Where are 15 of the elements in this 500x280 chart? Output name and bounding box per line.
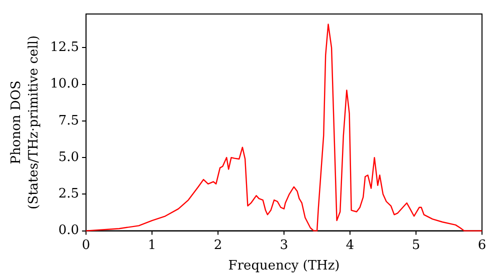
x-tick-label: 2 [214, 238, 222, 253]
x-axis-title: Frequency (THz) [228, 258, 340, 274]
x-tick-label: 1 [148, 238, 156, 253]
y-tick-label: 12.5 [50, 40, 80, 56]
x-tick-label: 0 [82, 238, 90, 253]
y-tick-label: 5.0 [58, 150, 80, 165]
x-tick-label: 5 [412, 238, 420, 253]
x-tick-label: 6 [478, 238, 486, 253]
x-tick-label: 4 [346, 238, 354, 253]
y-axis-title: Phonon DOS (States/THz·primitive cell) [9, 35, 42, 210]
y-tick-label: 7.5 [58, 113, 80, 128]
x-tick-label: 3 [280, 238, 288, 253]
y-tick-label: 10.0 [50, 76, 80, 92]
y-tick-label: 0.0 [58, 223, 80, 238]
y-tick-label: 2.5 [58, 186, 80, 202]
